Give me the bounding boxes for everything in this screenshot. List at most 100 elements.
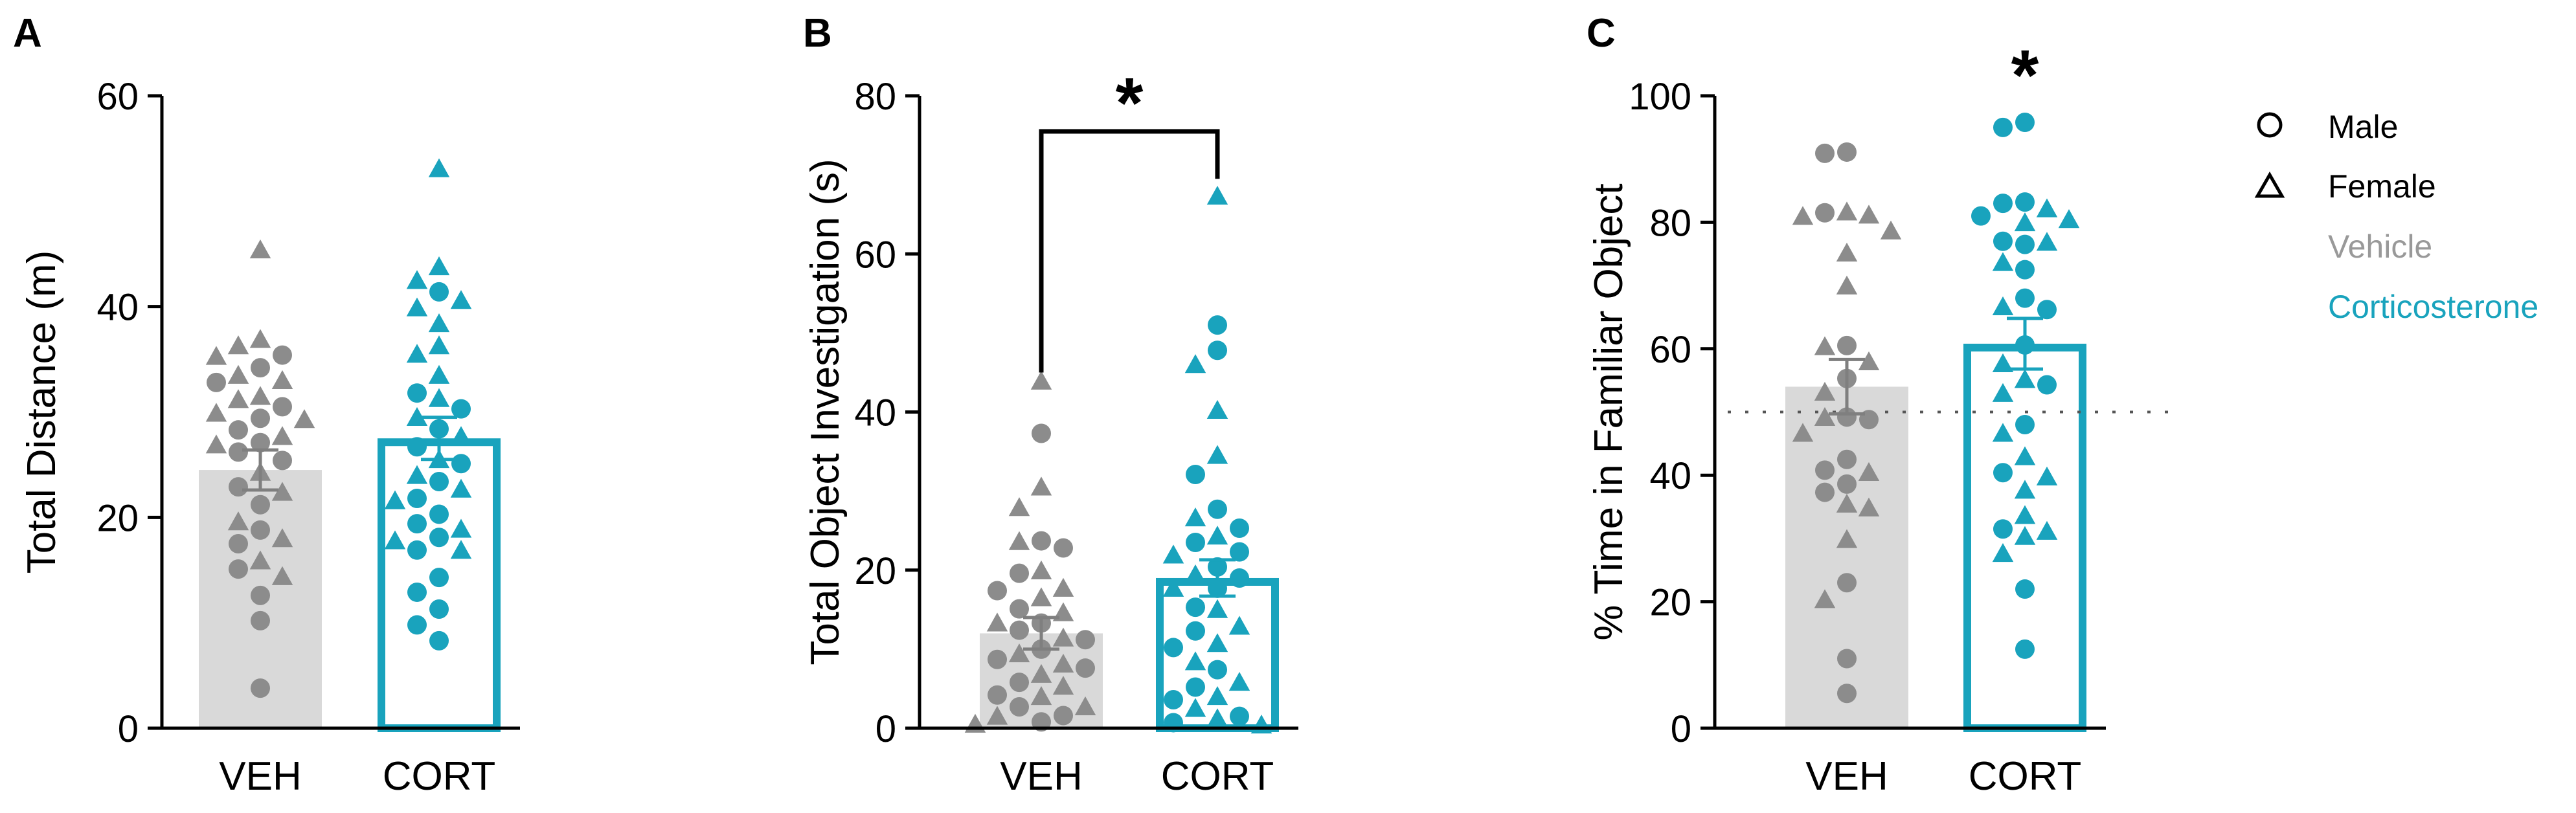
y-tick-label: 40 (1649, 455, 1691, 497)
data-point-cort-male (1208, 499, 1227, 519)
y-tick-label: 60 (854, 234, 896, 276)
data-point-cort-male (407, 582, 427, 602)
error-bar-cort (421, 416, 457, 462)
data-point-cort-female (2014, 212, 2036, 232)
y-tick-label: 40 (854, 392, 896, 434)
data-point-veh-male (988, 649, 1007, 669)
data-point-cort-female (1206, 633, 1228, 652)
data-point-cort-male (1230, 568, 1249, 588)
data-point-cort-female (428, 256, 450, 276)
y-tick-label: 60 (96, 76, 139, 118)
data-point-cort-female (1184, 354, 1206, 373)
data-point-cort-female (1162, 577, 1184, 597)
y-tick-label: 20 (854, 550, 896, 592)
data-point-cort-male (429, 528, 449, 548)
data-point-veh-male (251, 520, 270, 540)
data-point-cort-female (1206, 526, 1228, 545)
data-point-cort-female (428, 335, 450, 355)
data-point-veh-female (986, 612, 1008, 632)
data-point-cort-female (1206, 399, 1228, 419)
data-point-veh-female (1030, 686, 1052, 706)
data-point-veh-male (1076, 630, 1095, 650)
data-point-veh-male (229, 534, 248, 554)
data-point-veh-male (251, 432, 270, 452)
data-point-cort-male (407, 615, 427, 635)
data-point-veh-female (1052, 653, 1074, 673)
data-point-cort-male (407, 437, 427, 457)
data-point-veh-male (988, 581, 1007, 601)
data-point-veh-male (1815, 482, 1835, 502)
y-tick-label: 40 (96, 287, 139, 329)
data-point-cort-male (1164, 638, 1183, 658)
data-point-cort-male (407, 514, 427, 534)
data-point-veh-female (1836, 493, 1858, 513)
data-point-cort-male (1186, 621, 1205, 641)
data-point-veh-female (1030, 587, 1052, 607)
data-point-veh-male (1010, 620, 1029, 640)
data-point-cort-female (1992, 423, 2014, 442)
data-point-veh-male (251, 358, 270, 378)
data-point-cort-male (1208, 340, 1227, 361)
data-point-cort-female (406, 270, 428, 289)
y-axis-label: Total Distance (m) (19, 251, 64, 574)
data-point-cort-male (1993, 519, 2013, 539)
data-point-cort-male (1230, 518, 1249, 539)
legend-cort-label: Corticosterone (2328, 289, 2538, 325)
data-point-cort-male (429, 599, 449, 619)
data-point-veh-male (229, 420, 248, 440)
data-point-cort-male (1230, 542, 1249, 562)
data-point-cort-female (1184, 507, 1206, 527)
data-point-cort-male (1186, 464, 1205, 484)
data-point-veh-male (1076, 658, 1095, 678)
data-point-cort-male (1993, 463, 2013, 483)
data-point-cort-female (1184, 651, 1206, 671)
y-tick-label: 80 (854, 76, 896, 118)
legend-male-label: Male (2328, 109, 2398, 145)
data-point-cort-male (407, 489, 427, 509)
data-point-cort-female (2036, 466, 2058, 485)
data-point-veh-male (1032, 531, 1051, 551)
data-point-veh-male (273, 397, 292, 417)
data-point-veh-male (1010, 697, 1029, 717)
data-point-veh-male (1837, 649, 1857, 669)
data-point-veh-male (1837, 573, 1857, 593)
data-point-cort-male (1208, 315, 1227, 335)
data-point-veh-male (1815, 460, 1835, 480)
data-point-veh-female (1814, 336, 1836, 355)
data-point-cort-female (2058, 209, 2080, 228)
y-tick-label: 0 (876, 708, 896, 750)
data-point-cort-female (450, 426, 472, 445)
data-point-cort-female (1992, 383, 2014, 402)
bar-veh (1785, 386, 1908, 728)
data-point-veh-male (251, 495, 270, 515)
legend-female-marker (2254, 171, 2285, 198)
x-tick-label-cort: CORT (1969, 754, 2082, 799)
data-point-veh-female (227, 389, 249, 408)
data-point-veh-male (1010, 673, 1029, 693)
data-point-veh-female (271, 528, 293, 548)
data-point-veh-male (251, 678, 270, 698)
data-point-cort-female (1992, 296, 2014, 316)
data-point-veh-female (1792, 423, 1814, 442)
error-bar-veh (1023, 616, 1059, 651)
data-point-cort-male (429, 630, 449, 651)
data-point-cort-male (2015, 415, 2035, 435)
data-point-veh-female (986, 706, 1008, 725)
data-point-veh-male (1837, 684, 1857, 704)
panel-label: B (803, 11, 832, 56)
data-point-cort-female (428, 158, 450, 177)
panel-C: C % Time in Familiar Object 0 20 40 60 80 100 VE… (1587, 11, 2177, 799)
data-point-veh-female (205, 434, 227, 454)
data-point-cort-female (1992, 252, 2014, 271)
data-point-cort-female (1992, 542, 2014, 562)
data-point-veh-female (1836, 275, 1858, 295)
data-point-veh-male (1010, 563, 1029, 583)
data-point-cort-female (428, 388, 450, 407)
data-point-cort-female (2014, 480, 2036, 499)
data-point-veh-female (293, 409, 315, 429)
data-point-cort-female (1184, 698, 1206, 717)
data-point-veh-female (1008, 531, 1030, 550)
data-point-veh-female (1814, 406, 1836, 427)
data-point-cort-female (406, 406, 428, 427)
